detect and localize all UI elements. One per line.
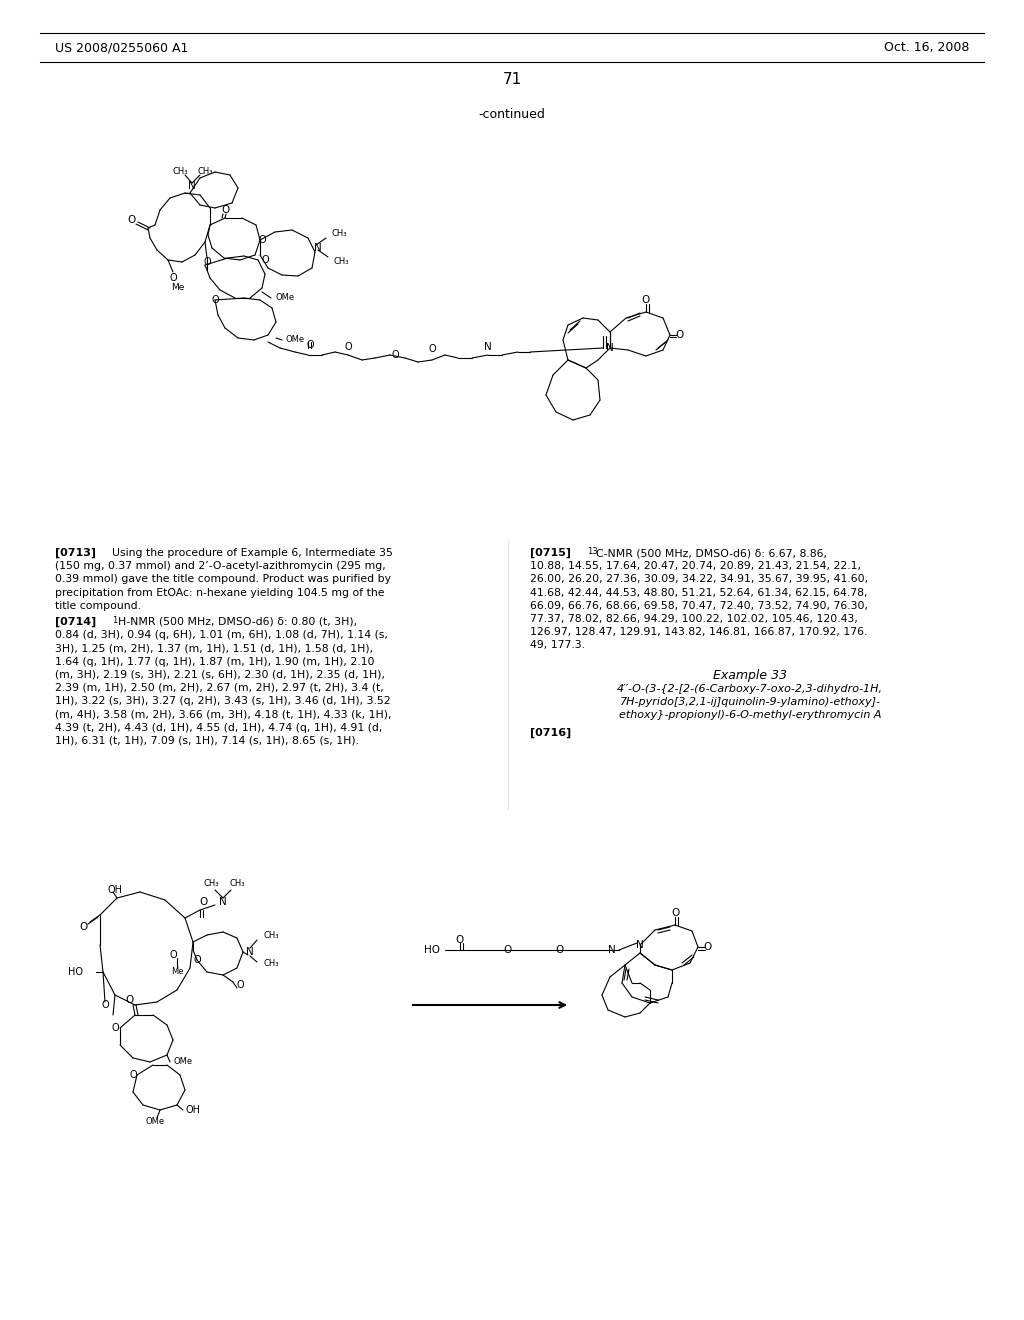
Text: CH₃: CH₃ xyxy=(198,166,213,176)
Text: OH: OH xyxy=(185,1105,200,1115)
Text: 126.97, 128.47, 129.91, 143.82, 146.81, 166.87, 170.92, 176.: 126.97, 128.47, 129.91, 143.82, 146.81, … xyxy=(530,627,867,638)
Text: [0713]: [0713] xyxy=(55,548,96,558)
Text: O: O xyxy=(101,1001,109,1010)
Text: O: O xyxy=(199,898,207,907)
Text: 0.39 mmol) gave the title compound. Product was purified by: 0.39 mmol) gave the title compound. Prod… xyxy=(55,574,391,585)
Text: (150 mg, 0.37 mmol) and 2’-O-acetyl-azithromycin (295 mg,: (150 mg, 0.37 mmol) and 2’-O-acetyl-azit… xyxy=(55,561,386,572)
Text: 1H), 3.22 (s, 3H), 3.27 (q, 2H), 3.43 (s, 1H), 3.46 (d, 1H), 3.52: 1H), 3.22 (s, 3H), 3.27 (q, 2H), 3.43 (s… xyxy=(55,696,390,706)
Text: O: O xyxy=(261,255,269,265)
Text: O: O xyxy=(237,979,244,990)
Text: 49, 177.3.: 49, 177.3. xyxy=(530,640,585,651)
Text: O: O xyxy=(203,257,211,267)
Text: (m, 4H), 3.58 (m, 2H), 3.66 (m, 3H), 4.18 (t, 1H), 4.33 (k, 1H),: (m, 4H), 3.58 (m, 2H), 3.66 (m, 3H), 4.1… xyxy=(55,709,391,719)
Text: Example 33: Example 33 xyxy=(713,669,787,681)
Text: N: N xyxy=(636,940,644,950)
Text: CH₃: CH₃ xyxy=(229,879,245,888)
Text: OMe: OMe xyxy=(145,1118,165,1126)
Text: 7H-pyrido[3,2,1-ij]quinolin-9-ylamino)-ethoxy]-: 7H-pyrido[3,2,1-ij]quinolin-9-ylamino)-e… xyxy=(620,697,881,706)
Text: N: N xyxy=(188,181,196,191)
Text: O: O xyxy=(222,205,230,215)
Text: 77.37, 78.02, 82.66, 94.29, 100.22, 102.02, 105.46, 120.43,: 77.37, 78.02, 82.66, 94.29, 100.22, 102.… xyxy=(530,614,858,624)
Text: O: O xyxy=(126,995,134,1005)
Text: O: O xyxy=(344,342,352,352)
Text: O: O xyxy=(556,945,564,954)
Text: ethoxy}-propionyl)-6-O-methyl-erythromycin A: ethoxy}-propionyl)-6-O-methyl-erythromyc… xyxy=(618,710,882,719)
Text: O: O xyxy=(306,341,313,350)
Text: O: O xyxy=(194,954,201,965)
Text: O: O xyxy=(169,950,177,960)
Text: O: O xyxy=(503,945,511,954)
Text: N: N xyxy=(484,342,492,352)
Text: [0715]: [0715] xyxy=(530,548,571,558)
Text: 13: 13 xyxy=(587,546,598,556)
Text: 1: 1 xyxy=(112,616,118,624)
Text: O: O xyxy=(79,921,87,932)
Text: CH₃: CH₃ xyxy=(332,230,347,239)
Text: HO: HO xyxy=(424,945,440,954)
Text: N: N xyxy=(246,946,254,957)
Text: [0714]: [0714] xyxy=(55,616,96,627)
Text: 3H), 1.25 (m, 2H), 1.37 (m, 1H), 1.51 (d, 1H), 1.58 (d, 1H),: 3H), 1.25 (m, 2H), 1.37 (m, 1H), 1.51 (d… xyxy=(55,643,373,653)
Text: Using the procedure of Example 6, Intermediate 35: Using the procedure of Example 6, Interm… xyxy=(112,548,393,558)
Text: -continued: -continued xyxy=(478,108,546,121)
Text: [0716]: [0716] xyxy=(530,729,571,738)
Text: CH₃: CH₃ xyxy=(263,932,279,940)
Text: O: O xyxy=(456,935,464,945)
Text: CH₃: CH₃ xyxy=(263,960,279,969)
Text: CH₃: CH₃ xyxy=(203,879,219,888)
Text: CH₃: CH₃ xyxy=(172,166,187,176)
Text: O: O xyxy=(129,1071,137,1080)
Text: O: O xyxy=(258,235,266,246)
Text: HO: HO xyxy=(68,968,83,977)
Text: 71: 71 xyxy=(503,73,521,87)
Text: 4.39 (t, 2H), 4.43 (d, 1H), 4.55 (d, 1H), 4.74 (q, 1H), 4.91 (d,: 4.39 (t, 2H), 4.43 (d, 1H), 4.55 (d, 1H)… xyxy=(55,722,382,733)
Text: 1.64 (q, 1H), 1.77 (q, 1H), 1.87 (m, 1H), 1.90 (m, 1H), 2.10: 1.64 (q, 1H), 1.77 (q, 1H), 1.87 (m, 1H)… xyxy=(55,656,375,667)
Text: OH: OH xyxy=(106,884,122,895)
Text: H-NMR (500 MHz, DMSO-d6) δ: 0.80 (t, 3H),: H-NMR (500 MHz, DMSO-d6) δ: 0.80 (t, 3H)… xyxy=(118,616,357,627)
Text: 1H), 6.31 (t, 1H), 7.09 (s, 1H), 7.14 (s, 1H), 8.65 (s, 1H).: 1H), 6.31 (t, 1H), 7.09 (s, 1H), 7.14 (s… xyxy=(55,735,359,746)
Text: O: O xyxy=(676,330,684,341)
Text: 41.68, 42.44, 44.53, 48.80, 51.21, 52.64, 61.34, 62.15, 64.78,: 41.68, 42.44, 44.53, 48.80, 51.21, 52.64… xyxy=(530,587,867,598)
Text: O: O xyxy=(391,350,398,360)
Text: N: N xyxy=(219,898,227,907)
Text: US 2008/0255060 A1: US 2008/0255060 A1 xyxy=(55,41,188,54)
Text: OMe: OMe xyxy=(285,335,304,345)
Text: 66.09, 66.76, 68.66, 69.58, 70.47, 72.40, 73.52, 74.90, 76.30,: 66.09, 66.76, 68.66, 69.58, 70.47, 72.40… xyxy=(530,601,868,611)
Text: Me: Me xyxy=(171,282,184,292)
Text: 4′′-O-(3-{2-[2-(6-Carboxy-7-oxo-2,3-dihydro-1H,: 4′′-O-(3-{2-[2-(6-Carboxy-7-oxo-2,3-dihy… xyxy=(617,684,883,693)
Text: O: O xyxy=(642,294,650,305)
Text: C-NMR (500 MHz, DMSO-d6) δ: 6.67, 8.86,: C-NMR (500 MHz, DMSO-d6) δ: 6.67, 8.86, xyxy=(596,548,827,558)
Text: 10.88, 14.55, 17.64, 20.47, 20.74, 20.89, 21.43, 21.54, 22.1,: 10.88, 14.55, 17.64, 20.47, 20.74, 20.89… xyxy=(530,561,861,572)
Text: 0.84 (d, 3H), 0.94 (q, 6H), 1.01 (m, 6H), 1.08 (d, 7H), 1.14 (s,: 0.84 (d, 3H), 0.94 (q, 6H), 1.01 (m, 6H)… xyxy=(55,630,388,640)
Text: O: O xyxy=(703,942,712,952)
Text: N: N xyxy=(314,243,322,253)
Text: O: O xyxy=(127,215,135,224)
Text: title compound.: title compound. xyxy=(55,601,141,611)
Text: O: O xyxy=(428,345,436,354)
Text: 26.00, 26.20, 27.36, 30.09, 34.22, 34.91, 35.67, 39.95, 41.60,: 26.00, 26.20, 27.36, 30.09, 34.22, 34.91… xyxy=(530,574,868,585)
Text: O: O xyxy=(211,294,219,305)
Text: O: O xyxy=(169,273,177,282)
Text: CH₃: CH₃ xyxy=(334,257,349,267)
Text: 2.39 (m, 1H), 2.50 (m, 2H), 2.67 (m, 2H), 2.97 (t, 2H), 3.4 (t,: 2.39 (m, 1H), 2.50 (m, 2H), 2.67 (m, 2H)… xyxy=(55,682,384,693)
Text: OMe: OMe xyxy=(275,293,294,302)
Text: O: O xyxy=(671,908,679,917)
Text: precipitation from EtOAc: n-hexane yielding 104.5 mg of the: precipitation from EtOAc: n-hexane yield… xyxy=(55,587,384,598)
Text: (m, 3H), 2.19 (s, 3H), 2.21 (s, 6H), 2.30 (d, 1H), 2.35 (d, 1H),: (m, 3H), 2.19 (s, 3H), 2.21 (s, 6H), 2.3… xyxy=(55,669,385,680)
Text: O: O xyxy=(112,1023,119,1034)
Text: Me: Me xyxy=(171,968,183,977)
Text: N: N xyxy=(606,343,613,352)
Text: N: N xyxy=(608,945,615,954)
Text: Oct. 16, 2008: Oct. 16, 2008 xyxy=(884,41,969,54)
Text: OMe: OMe xyxy=(173,1057,193,1067)
